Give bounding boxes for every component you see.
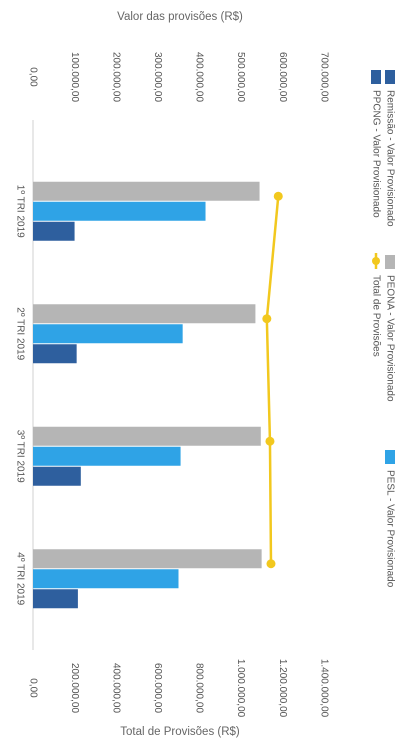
- primary-axis-tick: 100.000,00: [69, 52, 80, 102]
- secondary-axis-tick: 600.000,00: [152, 663, 163, 713]
- total-point-3[interactable]: [265, 436, 275, 446]
- primary-axis-tick: 500.000,00: [235, 52, 246, 102]
- category-label: 1º TRI 2019: [14, 185, 25, 238]
- bar-ppcng-2[interactable]: [33, 344, 77, 364]
- total-point-4[interactable]: [266, 559, 276, 569]
- primary-axis-tick: 600.000,00: [277, 52, 288, 102]
- secondary-axis-tick: 200.000,00: [69, 663, 80, 713]
- legend-label: Remissão - Valor Provisionado: [384, 90, 395, 227]
- bar-pesl-3[interactable]: [33, 446, 181, 466]
- primary-axis-tick: 300.000,00: [152, 52, 163, 102]
- primary-axis-tick: 700.000,00: [318, 52, 329, 102]
- total-line: [265, 196, 280, 564]
- category-label: 2º TRI 2019: [14, 307, 25, 360]
- bar-pesl-1[interactable]: [33, 201, 206, 221]
- bar-peona-3[interactable]: [33, 426, 261, 446]
- category-label: 4º TRI 2019: [14, 552, 25, 605]
- legend-swatch: [385, 450, 395, 464]
- bar-peona-2[interactable]: [33, 304, 256, 324]
- primary-axis-tick: 200.000,00: [111, 52, 122, 102]
- primary-axis-title: Valor das provisões (R$): [117, 11, 243, 23]
- total-point-2[interactable]: [262, 314, 272, 324]
- secondary-axis-tick: 800.000,00: [194, 663, 205, 713]
- primary-axis-tick: 0,00: [27, 67, 38, 87]
- legend-label: PESL - Valor Provisionado: [384, 470, 395, 588]
- bar-ppcng-1[interactable]: [33, 221, 75, 241]
- legend-swatch: [385, 255, 395, 269]
- bar-peona-4[interactable]: [33, 549, 262, 569]
- secondary-axis-title: Total de Provisões (R$): [120, 726, 240, 738]
- legend-swatch: [371, 70, 381, 84]
- primary-axis-tick: 400.000,00: [194, 52, 205, 102]
- legend-label: Total de Provisões: [370, 275, 381, 357]
- bar-ppcng-4[interactable]: [33, 589, 78, 609]
- bar-pesl-2[interactable]: [33, 324, 183, 344]
- category-label: 3º TRI 2019: [14, 430, 25, 483]
- bar-ppcng-3[interactable]: [33, 466, 81, 486]
- secondary-axis-tick: 1.200.000,00: [277, 659, 288, 718]
- legend-marker-dot: [372, 257, 380, 265]
- total-point-1[interactable]: [273, 191, 283, 201]
- secondary-axis-tick: 0,00: [27, 678, 38, 698]
- legend-label: PPCNG - Valor Provisionado: [370, 90, 381, 218]
- secondary-axis-tick: 400.000,00: [111, 663, 122, 713]
- secondary-axis-tick: 1.000.000,00: [235, 659, 246, 718]
- bar-peona-1[interactable]: [33, 181, 260, 201]
- bar-pesl-4[interactable]: [33, 569, 179, 589]
- legend-label: PEONA - Valor Provisionado: [384, 275, 395, 402]
- secondary-axis-tick: 1.400.000,00: [318, 659, 329, 718]
- legend-swatch: [385, 70, 395, 84]
